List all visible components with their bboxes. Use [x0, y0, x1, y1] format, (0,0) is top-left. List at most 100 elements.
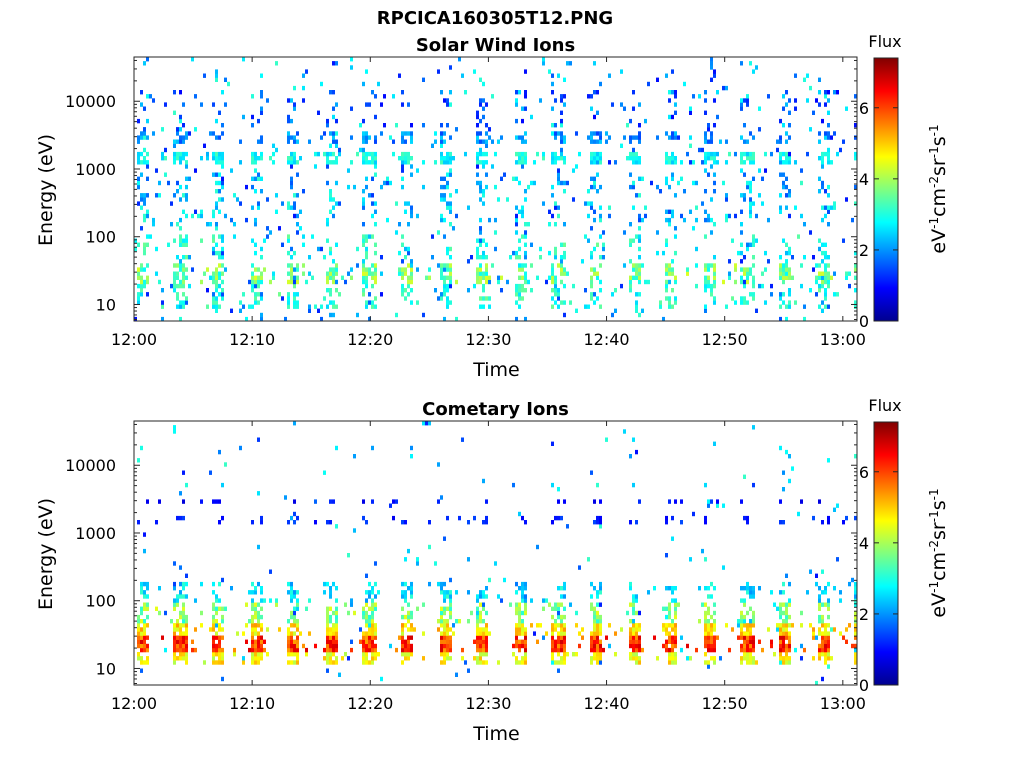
flux-cell	[293, 619, 296, 624]
flux-cell	[140, 581, 143, 587]
flux-cell	[512, 482, 515, 488]
flux-cell	[269, 230, 272, 235]
flux-cell	[629, 135, 632, 140]
flux-cell	[791, 623, 794, 628]
flux-cell	[713, 586, 716, 591]
flux-cell	[281, 242, 284, 247]
flux-cell	[182, 606, 185, 611]
flux-cell	[209, 470, 212, 475]
flux-cell	[182, 515, 185, 521]
flux-cell	[257, 639, 260, 644]
flux-cell	[326, 275, 329, 280]
flux-cell	[446, 172, 449, 177]
flux-cell	[449, 160, 452, 165]
flux-cell	[743, 614, 746, 620]
flux-cell	[182, 271, 185, 276]
flux-cell	[164, 156, 167, 161]
flux-cell	[446, 631, 449, 636]
flux-cell	[818, 139, 821, 144]
flux-cell	[551, 606, 554, 611]
flux-cell	[476, 627, 479, 632]
flux-cell	[329, 189, 332, 194]
flux-cell	[659, 189, 662, 194]
flux-cell	[332, 197, 335, 202]
flux-cell	[590, 156, 593, 161]
flux-cell	[329, 627, 332, 632]
flux-cell	[335, 102, 338, 107]
flux-cell	[401, 631, 404, 636]
flux-cell	[182, 304, 185, 309]
flux-cell	[554, 135, 557, 140]
flux-cell	[749, 151, 752, 157]
flux-cell	[386, 217, 389, 223]
flux-cell	[290, 614, 293, 620]
flux-cell	[827, 135, 830, 140]
flux-cell	[182, 652, 185, 657]
flux-cell	[740, 267, 743, 272]
flux-cell	[287, 635, 290, 640]
flux-cell	[818, 606, 821, 611]
flux-cell	[608, 213, 611, 219]
flux-cell	[743, 635, 746, 640]
flux-cell	[293, 160, 296, 165]
flux-cell	[596, 631, 599, 636]
flux-cell	[179, 300, 182, 305]
flux-cell	[821, 619, 824, 624]
flux-cell	[266, 226, 269, 231]
flux-cell	[437, 499, 440, 504]
flux-cell	[848, 623, 851, 628]
flux-cell	[176, 656, 179, 661]
flux-cell	[488, 275, 491, 280]
flux-cell	[827, 271, 830, 276]
flux-cell	[350, 57, 353, 62]
flux-cell	[428, 275, 431, 280]
flux-cell	[179, 647, 182, 653]
flux-cell	[518, 639, 521, 644]
flux-cell	[782, 275, 785, 280]
flux-cell	[854, 515, 857, 521]
flux-cell	[440, 647, 443, 653]
flux-cell	[590, 631, 593, 636]
flux-cell	[707, 156, 710, 161]
flux-cell	[821, 590, 824, 595]
flux-cell	[362, 234, 365, 239]
flux-cell	[635, 292, 638, 297]
flux-cell	[482, 590, 485, 595]
flux-cell	[338, 147, 341, 153]
flux-cell	[524, 288, 527, 293]
flux-cell	[758, 586, 761, 591]
flux-cell	[401, 90, 404, 95]
flux-cell	[146, 164, 149, 169]
flux-cell	[287, 639, 290, 644]
flux-cell	[563, 581, 566, 587]
flux-cell	[191, 647, 194, 653]
flux-cell	[404, 160, 407, 165]
flux-cell	[557, 296, 560, 301]
flux-cell	[341, 275, 344, 280]
flux-cell	[356, 151, 359, 157]
flux-cell	[482, 139, 485, 144]
flux-cell	[470, 610, 473, 616]
flux-cell	[752, 590, 755, 595]
flux-cell	[824, 242, 827, 247]
flux-cell	[173, 647, 176, 653]
flux-cell	[443, 656, 446, 661]
flux-cell	[815, 292, 818, 297]
flux-cell	[704, 635, 707, 640]
flux-cell	[143, 643, 146, 649]
flux-cell	[518, 255, 521, 260]
flux-cell	[500, 135, 503, 140]
flux-cell	[749, 189, 752, 194]
flux-cell	[599, 656, 602, 661]
flux-cell	[374, 656, 377, 661]
flux-cell	[482, 478, 485, 484]
flux-cell	[368, 627, 371, 632]
flux-cell	[824, 602, 827, 607]
flux-cell	[521, 213, 524, 219]
flux-cell	[362, 647, 365, 653]
flux-cell	[743, 631, 746, 636]
flux-cell	[818, 619, 821, 624]
flux-cell	[704, 209, 707, 214]
flux-cell	[482, 283, 485, 289]
flux-cell	[596, 652, 599, 657]
